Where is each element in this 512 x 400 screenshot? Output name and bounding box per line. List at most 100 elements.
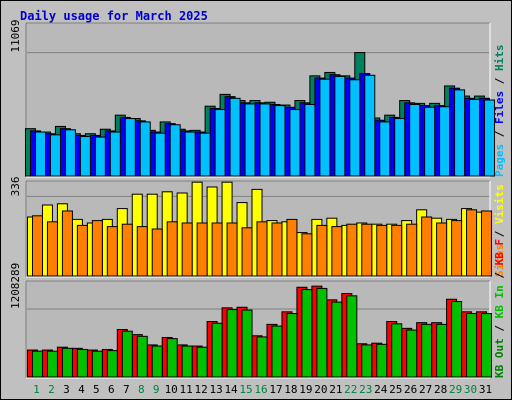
legend-separator: /: [493, 71, 506, 91]
legend-entry: Sites: [493, 244, 506, 277]
bar-sites-22: [346, 223, 358, 277]
bar-sites-13: [211, 222, 223, 277]
bar-sites-4: [76, 224, 88, 277]
bar-kb-in-3: [61, 347, 73, 378]
bar-pages-29: [454, 89, 466, 177]
x-tick-label-30: 30: [464, 383, 477, 396]
bar-sites-27: [421, 216, 433, 277]
bar-kb-in-10: [166, 338, 178, 378]
bar-sites-15: [241, 227, 253, 277]
x-tick-label-13: 13: [209, 383, 222, 396]
x-tick-label-4: 4: [78, 383, 85, 396]
bar-pages-7: [124, 118, 136, 177]
x-tick-label-7: 7: [123, 383, 130, 396]
bar-sites-30: [466, 209, 478, 277]
bar-sites-31: [481, 210, 493, 277]
bar-kb-in-8: [136, 335, 148, 378]
bar-kb-in-11: [181, 345, 193, 378]
bar-kb-in-15: [241, 309, 253, 378]
x-tick-label-16: 16: [254, 383, 267, 396]
x-tick-label-15: 15: [239, 383, 252, 396]
bar-kb-in-6: [106, 350, 118, 378]
bar-sites-19: [301, 233, 313, 277]
x-tick-label-6: 6: [108, 383, 115, 396]
bar-sites-21: [331, 226, 343, 277]
bar-kb-in-1: [31, 350, 43, 378]
bar-pages-10: [169, 124, 181, 177]
bar-kb-in-2: [46, 350, 58, 378]
bar-kb-in-13: [211, 322, 223, 378]
bar-sites-26: [406, 223, 418, 277]
bar-sites-8: [136, 226, 148, 277]
bar-sites-7: [121, 223, 133, 277]
bar-kb-in-24: [376, 343, 388, 378]
bar-pages-14: [229, 97, 241, 177]
bar-pages-2: [49, 134, 61, 177]
x-tick-label-28: 28: [434, 383, 447, 396]
x-tick-label-26: 26: [404, 383, 417, 396]
x-tick-label-19: 19: [299, 383, 312, 396]
bar-pages-1: [34, 131, 46, 177]
bar-kb-in-16: [256, 336, 268, 378]
bar-sites-5: [91, 220, 103, 277]
x-tick-label-10: 10: [165, 383, 178, 396]
bar-pages-16: [259, 103, 271, 177]
legend-separator: /: [493, 124, 506, 144]
x-tick-label-25: 25: [389, 383, 402, 396]
bar-pages-12: [199, 132, 211, 177]
bar-sites-29: [451, 220, 463, 277]
bar-pages-31: [484, 99, 496, 177]
bar-kb-in-28: [436, 323, 448, 378]
bar-pages-17: [274, 105, 286, 177]
x-tick-label-20: 20: [314, 383, 327, 396]
bar-kb-in-23: [361, 344, 373, 378]
legend-separator: /: [493, 224, 506, 244]
bar-sites-1: [31, 215, 43, 277]
bar-sites-23: [361, 223, 373, 277]
x-tick-label-14: 14: [224, 383, 238, 396]
bar-pages-28: [439, 106, 451, 177]
x-tick-label-31: 31: [479, 383, 492, 396]
bar-kb-in-4: [76, 348, 88, 378]
bar-sites-28: [436, 222, 448, 277]
bar-sites-6: [106, 226, 118, 277]
bar-sites-3: [61, 210, 73, 277]
bar-kb-in-22: [346, 295, 358, 378]
bar-pages-5: [94, 136, 106, 177]
bar-pages-3: [64, 129, 76, 177]
bar-kb-in-19: [301, 289, 313, 378]
bar-kb-in-29: [451, 301, 463, 378]
x-tick-label-29: 29: [449, 383, 462, 396]
bar-pages-20: [319, 78, 331, 177]
bar-kb-in-17: [271, 325, 283, 378]
x-tick-label-5: 5: [93, 383, 100, 396]
bar-pages-15: [244, 103, 256, 177]
bar-pages-13: [214, 109, 226, 177]
bar-kb-in-18: [286, 313, 298, 378]
bar-kb-in-21: [331, 301, 343, 378]
bar-pages-19: [304, 103, 316, 177]
panel-2-y-tick-label: 336: [9, 176, 22, 196]
bar-sites-18: [286, 218, 298, 277]
panel-3-legend: KB Out / KB In / KB F: [493, 239, 506, 378]
bar-pages-24: [379, 121, 391, 177]
bar-pages-18: [289, 109, 301, 177]
legend-entry: KB Out: [493, 338, 506, 378]
legend-entry: KB F: [493, 239, 506, 266]
bar-sites-12: [196, 222, 208, 277]
bar-kb-in-5: [91, 350, 103, 378]
bar-sites-10: [166, 221, 178, 277]
x-tick-label-17: 17: [269, 383, 282, 396]
legend-entry: Hits: [493, 45, 506, 72]
x-tick-label-21: 21: [329, 383, 342, 396]
bar-sites-25: [391, 224, 403, 277]
x-tick-label-2: 2: [48, 383, 55, 396]
bar-pages-8: [139, 121, 151, 177]
bar-pages-6: [109, 131, 121, 177]
bar-kb-in-25: [391, 323, 403, 378]
bar-sites-9: [151, 228, 163, 277]
bar-pages-21: [334, 75, 346, 177]
bar-pages-26: [409, 103, 421, 177]
x-tick-label-27: 27: [419, 383, 432, 396]
